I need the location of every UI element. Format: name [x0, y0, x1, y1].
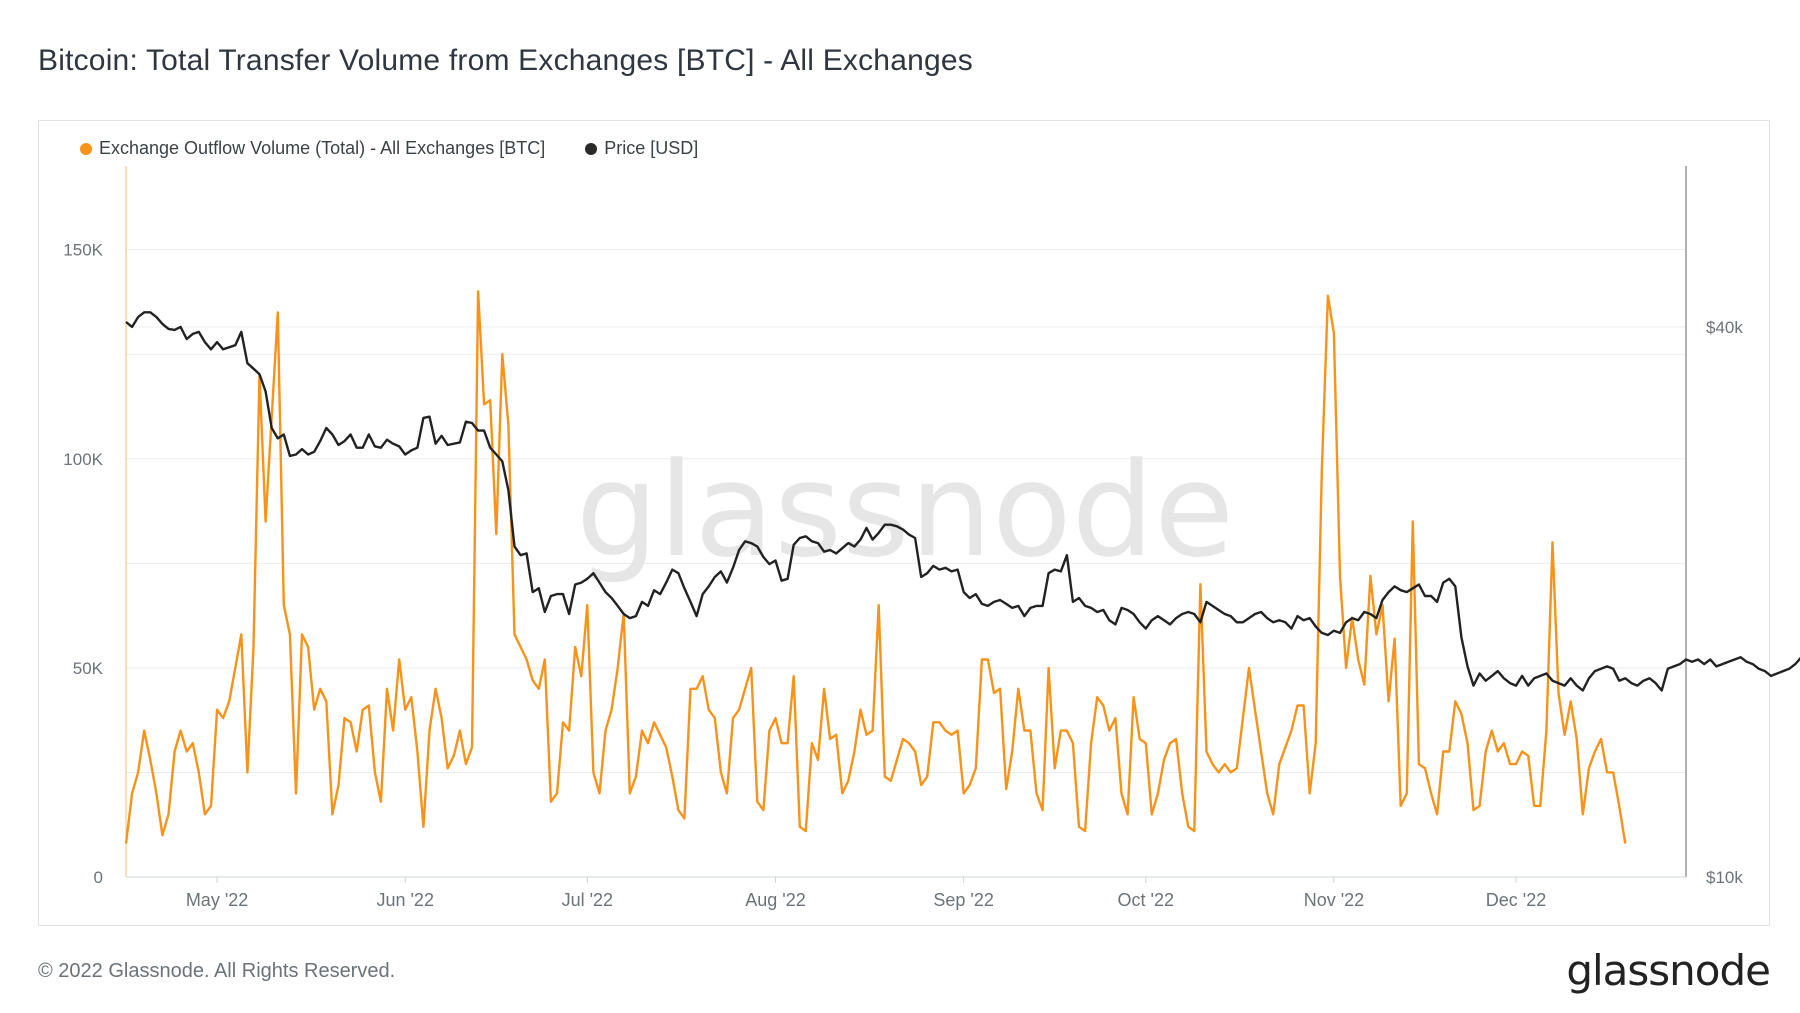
series-line-outflow: [124, 290, 1627, 844]
x-tick-label: Aug '22: [745, 890, 806, 910]
chart-legend: Exchange Outflow Volume (Total) - All Ex…: [80, 138, 698, 159]
page-title: Bitcoin: Total Transfer Volume from Exch…: [38, 44, 973, 77]
copyright-text: © 2022 Glassnode. All Rights Reserved.: [38, 960, 396, 982]
x-tick-label: Sep '22: [933, 890, 994, 910]
brand-logo[interactable]: glassnode: [1566, 946, 1771, 995]
left-tick-label: 150K: [63, 241, 103, 260]
x-tick-label: Jun '22: [376, 890, 433, 910]
x-tick-label: Nov '22: [1304, 890, 1364, 910]
left-tick-label: 0: [94, 868, 103, 887]
left-axis-ticks: 0 50K 100K 150K: [63, 241, 103, 887]
left-tick-label: 100K: [63, 450, 103, 469]
right-tick-label: $40k: [1706, 318, 1743, 337]
x-tick-label: Jul '22: [562, 890, 613, 910]
series-group: [124, 290, 1800, 844]
watermark-text: glassnode: [576, 434, 1234, 586]
axes: [125, 166, 1687, 878]
x-tick-label: May '22: [186, 890, 248, 910]
legend-swatch-price: [585, 142, 598, 155]
right-tick-label: $10k: [1706, 868, 1743, 887]
legend-label-price: Price [USD]: [604, 138, 699, 158]
x-tick-label: Dec '22: [1486, 890, 1546, 910]
series-line-price: [125, 311, 1800, 692]
legend-label-outflow: Exchange Outflow Volume (Total) - All Ex…: [99, 138, 546, 158]
legend-swatch-outflow: [80, 142, 92, 155]
left-tick-label: 50K: [73, 659, 104, 678]
legend-item-outflow[interactable]: Exchange Outflow Volume (Total) - All Ex…: [80, 138, 545, 159]
right-axis-ticks: $10k $40k: [1706, 318, 1743, 887]
legend-item-price[interactable]: Price [USD]: [585, 138, 698, 159]
x-axis-ticks: May '22 Jun '22 Jul '22 Aug '22 Sep '22 Oct '…: [186, 877, 1546, 910]
x-tick-label: Oct '22: [1118, 890, 1174, 910]
